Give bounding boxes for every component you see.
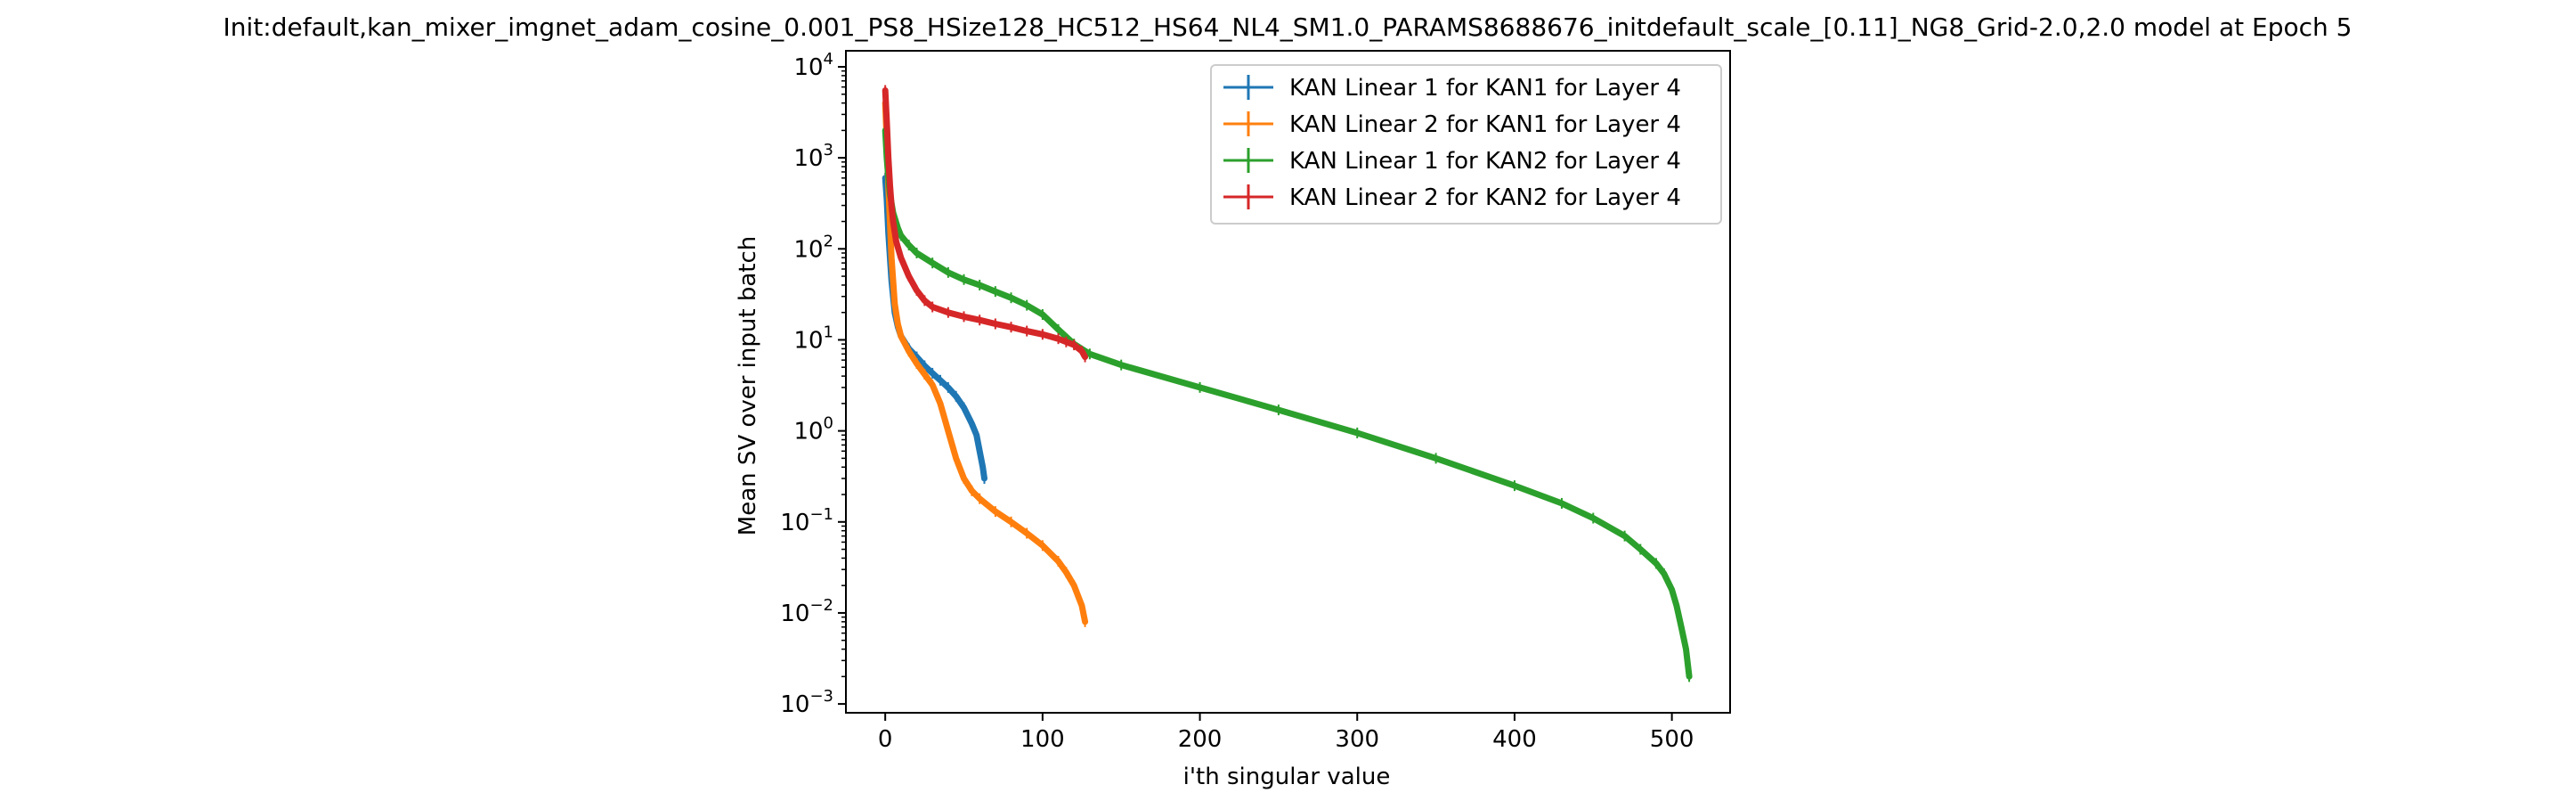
x-tick-label: 500: [1650, 726, 1694, 753]
chart-title: Init:default,kan_mixer_imgnet_adam_cosin…: [223, 12, 2353, 42]
legend-label: KAN Linear 1 for KAN2 for Layer 4: [1289, 148, 1681, 175]
legend-label: KAN Linear 2 for KAN1 for Layer 4: [1289, 111, 1681, 138]
y-tick-label: 101: [793, 323, 833, 354]
y-tick-label: 10−2: [780, 596, 833, 627]
x-tick-label: 400: [1492, 726, 1537, 753]
series-2: [882, 97, 1089, 627]
legend: KAN Linear 1 for KAN1 for Layer 4 KAN Lin…: [1210, 64, 1722, 225]
y-tick-label: 10−3: [780, 687, 833, 718]
x-axis-label: i'th singular value: [1183, 764, 1391, 790]
y-axis-label: Mean SV over input batch: [735, 236, 761, 535]
legend-box: [1210, 64, 1722, 225]
plot-area: [882, 85, 1693, 682]
series-line: [882, 87, 1089, 361]
plot-frame: [845, 50, 1731, 714]
series-4: [882, 85, 1089, 363]
series-line: [882, 100, 1089, 625]
y-tick-label: 102: [793, 232, 833, 263]
legend-label: KAN Linear 1 for KAN1 for Layer 4: [1289, 75, 1681, 102]
x-axis: 0 100 200 300 400 500: [878, 713, 1694, 753]
x-tick-label: 0: [878, 726, 893, 753]
legend-label: KAN Linear 2 for KAN2 for Layer 4: [1289, 184, 1681, 211]
x-tick-label: 200: [1178, 726, 1223, 753]
y-tick-label: 100: [793, 414, 833, 445]
y-tick-label: 10−1: [780, 505, 833, 536]
y-axis: 10−3 10−2 10−1 100 101 102 103 104: [780, 50, 846, 718]
y-tick-label: 104: [793, 50, 833, 81]
x-tick-label: 100: [1020, 726, 1065, 753]
y-tick-label: 103: [793, 141, 833, 172]
x-tick-label: 300: [1335, 726, 1379, 753]
